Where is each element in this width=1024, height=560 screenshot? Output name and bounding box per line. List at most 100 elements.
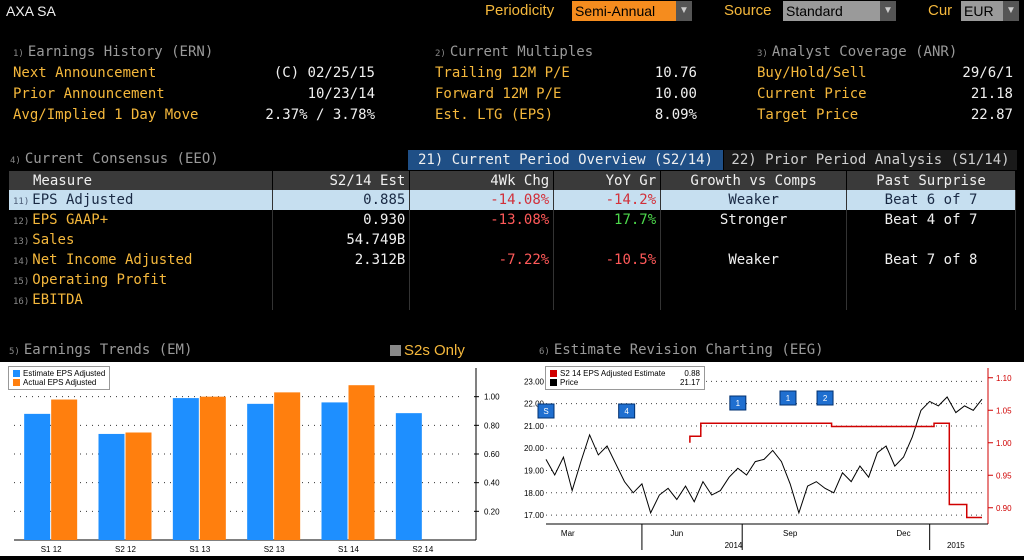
x-tick-label: S1 13 [189,545,210,554]
current-multiples-list: Trailing 12M P/E 10.76 Forward 12M P/E 1… [435,65,697,128]
row-value: 10.76 [654,65,697,81]
section-number: 2) [435,49,446,59]
y-tick-label: 18.00 [524,489,545,498]
row-value: (C) 02/25/15 [273,65,375,81]
consensus-header[interactable]: 4) Current Consensus (EEO) [10,151,219,167]
company-name: AXA SA [6,3,56,19]
x-year-label: 2014 [725,541,743,550]
row-number: 11) [13,197,30,207]
row-label: Trailing 12M P/E [435,65,570,81]
tab-prior-period[interactable]: 22) Prior Period Analysis (S1/14) [724,150,1017,170]
section-title: Current Multiples [449,44,594,60]
list-item[interactable]: Trailing 12M P/E 10.76 [435,65,697,86]
list-item[interactable]: Est. LTG (EPS) 8.09% [435,107,697,128]
list-item[interactable]: Prior Announcement 10/23/14 [13,86,375,107]
bar [199,396,226,540]
past-surprise-cell: Beat 7 of 8 [846,250,1016,270]
growth-vs-comps-cell: Stronger [660,210,848,230]
table-row[interactable]: 15) Operating Profit [9,270,1016,290]
table-row[interactable]: 11) EPS Adjusted 0.885 -14.08% -14.2% Wea… [9,190,1016,210]
list-item[interactable]: Next Announcement (C) 02/25/15 [13,65,375,86]
legend-item: S2 14 EPS Adjusted Estimate 0.88 [550,369,700,378]
x-tick-label: S2 13 [264,545,285,554]
bar [172,398,199,540]
checkbox-icon [390,345,401,356]
yoy-growth-cell [553,230,662,250]
current-multiples-header[interactable]: 2) Current Multiples [435,44,593,60]
row-value: 29/6/1 [962,65,1013,81]
column-header[interactable]: Past Surprise [846,171,1016,190]
past-surprise-cell [846,270,1016,290]
growth-vs-comps-cell [660,270,848,290]
estimate-cell: 0.885 [272,190,411,210]
y-tick-label: 21.00 [524,422,545,431]
source-select[interactable]: Standard ▼ [783,1,896,21]
row-number: 13) [13,237,30,247]
tab-current-period[interactable]: 21) Current Period Overview (S2/14) [408,150,723,170]
measure-name: Sales [32,232,75,248]
measure-cell: 15) Operating Profit [9,270,274,290]
row-label: Next Announcement [13,65,157,81]
row-label: Buy/Hold/Sell [757,65,867,81]
bar [24,413,51,540]
legend-swatch [550,370,557,378]
currency-select[interactable]: EUR ▼ [961,1,1019,21]
estimate-cell: 54.749B [272,230,411,250]
list-item[interactable]: Buy/Hold/Sell 29/6/1 [757,65,1013,86]
four-week-change-cell: -14.08% [409,190,555,210]
list-item[interactable]: Forward 12M P/E 10.00 [435,86,697,107]
x-tick-label: S2 14 [412,545,433,554]
column-header[interactable]: Growth vs Comps [660,171,848,190]
four-week-change-cell [409,290,555,310]
measure-cell: 12) EPS GAAP+ [9,210,274,230]
s2s-only-toggle[interactable]: S2s Only [390,342,465,359]
event-marker-label: 1 [786,394,791,403]
section-title: Analyst Coverage (ANR) [771,44,958,60]
column-header[interactable]: 4Wk Chg [409,171,555,190]
growth-vs-comps-cell [660,230,848,250]
table-row[interactable]: 13) Sales 54.749B [9,230,1016,250]
estimate-revision-header[interactable]: 6) Estimate Revision Charting (EEG) [539,342,824,358]
bar [348,385,375,540]
column-header[interactable]: Measure [9,171,274,190]
list-item[interactable]: Target Price 22.87 [757,107,1013,128]
column-header[interactable]: YoY Gr [553,171,662,190]
y-tick-label: 17.00 [524,511,545,520]
bar [274,392,301,540]
event-marker-label: 2 [823,394,828,403]
earnings-history-header[interactable]: 1) Earnings History (ERN) [13,44,213,60]
periodicity-label: Periodicity [485,2,555,19]
past-surprise-cell: Beat 6 of 7 [846,190,1016,210]
currency-label: Cur [928,2,953,19]
measure-name: EPS GAAP+ [32,212,109,228]
four-week-change-cell: -13.08% [409,210,555,230]
past-surprise-cell [846,290,1016,310]
y-tick-label: 20.00 [524,444,545,453]
growth-vs-comps-cell [660,290,848,310]
column-header[interactable]: S2/14 Est [272,171,411,190]
earnings-trends-header[interactable]: 5) Earnings Trends (EM) [9,342,192,358]
section-number: 4) [10,156,21,166]
row-value: 2.37% / 3.78% [265,107,375,123]
earnings-bar-chart: 0.20 0.40 0.60 0.80 1.00 S1 12 S2 12 S1 13 S2 13… [14,368,500,554]
top-bar: AXA SA Periodicity Semi-Annual ▼ Source … [0,0,1024,24]
legend-swatch [13,379,20,387]
list-item[interactable]: Current Price 21.18 [757,86,1013,107]
y-tick-label: 0.80 [484,421,500,430]
growth-vs-comps-cell: Weaker [660,190,848,210]
event-marker [618,403,636,419]
event-marker-label: S [543,407,548,416]
table-row[interactable]: 16) EBITDA [9,290,1016,310]
analyst-coverage-header[interactable]: 3) Analyst Coverage (ANR) [757,44,957,60]
list-item[interactable]: Avg/Implied 1 Day Move 2.37% / 3.78% [13,107,375,128]
chevron-down-icon: ▼ [1003,1,1019,21]
legend-item: Estimate EPS Adjusted [13,369,105,378]
periodicity-select[interactable]: Semi-Annual ▼ [572,1,692,21]
chart-legend: Estimate EPS Adjusted Actual EPS Adjuste… [8,366,111,390]
yoy-growth-cell: -14.2% [553,190,662,210]
x-tick-label: S1 12 [41,545,62,554]
measure-name: EBITDA [32,292,83,308]
legend-item: Actual EPS Adjusted [13,378,105,387]
table-row[interactable]: 12) EPS GAAP+ 0.930 -13.08% 17.7% Stronge… [9,210,1016,230]
table-row[interactable]: 14) Net Income Adjusted 2.312B -7.22% -10… [9,250,1016,270]
